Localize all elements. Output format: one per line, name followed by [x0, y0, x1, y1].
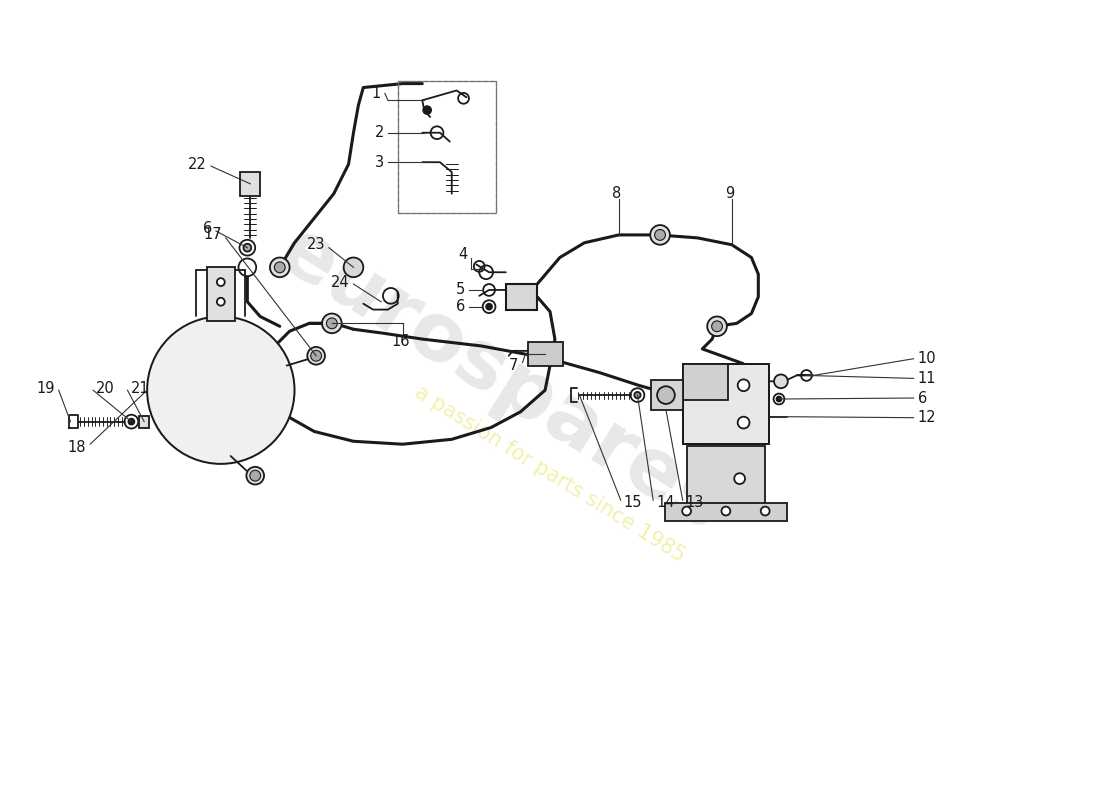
Circle shape — [243, 244, 251, 252]
Circle shape — [774, 374, 788, 388]
Text: 23: 23 — [307, 238, 324, 252]
Circle shape — [707, 317, 727, 336]
Circle shape — [129, 418, 134, 425]
Bar — [398, 81, 496, 214]
Circle shape — [712, 321, 723, 332]
Bar — [241, 172, 260, 196]
Circle shape — [327, 318, 338, 329]
Text: 16: 16 — [392, 334, 410, 349]
Bar — [140, 416, 150, 427]
Circle shape — [777, 397, 781, 402]
Bar — [398, 81, 496, 214]
Circle shape — [307, 347, 324, 365]
Bar — [528, 342, 563, 366]
Text: 1: 1 — [372, 86, 381, 101]
Text: 12: 12 — [917, 410, 936, 425]
Bar — [683, 364, 769, 444]
Text: 14: 14 — [656, 494, 674, 510]
Text: 18: 18 — [68, 440, 86, 454]
Text: 8: 8 — [613, 186, 621, 201]
Text: 24: 24 — [331, 274, 350, 290]
Bar — [666, 503, 786, 521]
Text: 11: 11 — [917, 371, 936, 386]
Circle shape — [322, 314, 342, 333]
Circle shape — [217, 298, 224, 306]
Circle shape — [761, 506, 770, 515]
Circle shape — [424, 106, 431, 114]
Text: 10: 10 — [917, 351, 936, 366]
Text: eurospares: eurospares — [264, 212, 738, 549]
Text: 4: 4 — [459, 247, 468, 262]
Circle shape — [217, 278, 224, 286]
Bar — [506, 284, 537, 310]
Circle shape — [657, 386, 674, 404]
Text: 17: 17 — [204, 227, 222, 242]
Text: 5: 5 — [456, 282, 465, 298]
Circle shape — [310, 350, 321, 361]
Text: 19: 19 — [36, 381, 55, 396]
Circle shape — [147, 317, 295, 464]
Circle shape — [722, 506, 730, 515]
Circle shape — [682, 506, 691, 515]
Text: 6: 6 — [456, 299, 465, 314]
Circle shape — [486, 304, 492, 310]
Circle shape — [635, 392, 640, 398]
Text: 3: 3 — [375, 154, 384, 170]
Bar — [651, 380, 683, 410]
Text: 9: 9 — [725, 186, 735, 201]
Circle shape — [274, 262, 285, 273]
Circle shape — [246, 467, 264, 485]
Bar — [686, 446, 766, 505]
Circle shape — [650, 225, 670, 245]
Circle shape — [734, 474, 745, 484]
Text: 13: 13 — [685, 494, 704, 510]
Text: a passion for parts since 1985: a passion for parts since 1985 — [411, 382, 689, 566]
Text: 22: 22 — [188, 157, 207, 172]
Circle shape — [343, 258, 363, 277]
Bar — [683, 364, 727, 400]
Text: 6: 6 — [917, 390, 927, 406]
Bar — [207, 267, 234, 322]
Circle shape — [738, 417, 749, 429]
Text: 2: 2 — [375, 126, 384, 140]
Circle shape — [270, 258, 289, 277]
Circle shape — [738, 379, 749, 391]
Text: 20: 20 — [96, 381, 114, 396]
Text: 21: 21 — [131, 381, 149, 396]
Text: 6: 6 — [202, 221, 212, 235]
Circle shape — [654, 230, 666, 240]
Text: 15: 15 — [624, 494, 642, 510]
Text: 7: 7 — [509, 358, 518, 373]
Circle shape — [250, 470, 261, 481]
